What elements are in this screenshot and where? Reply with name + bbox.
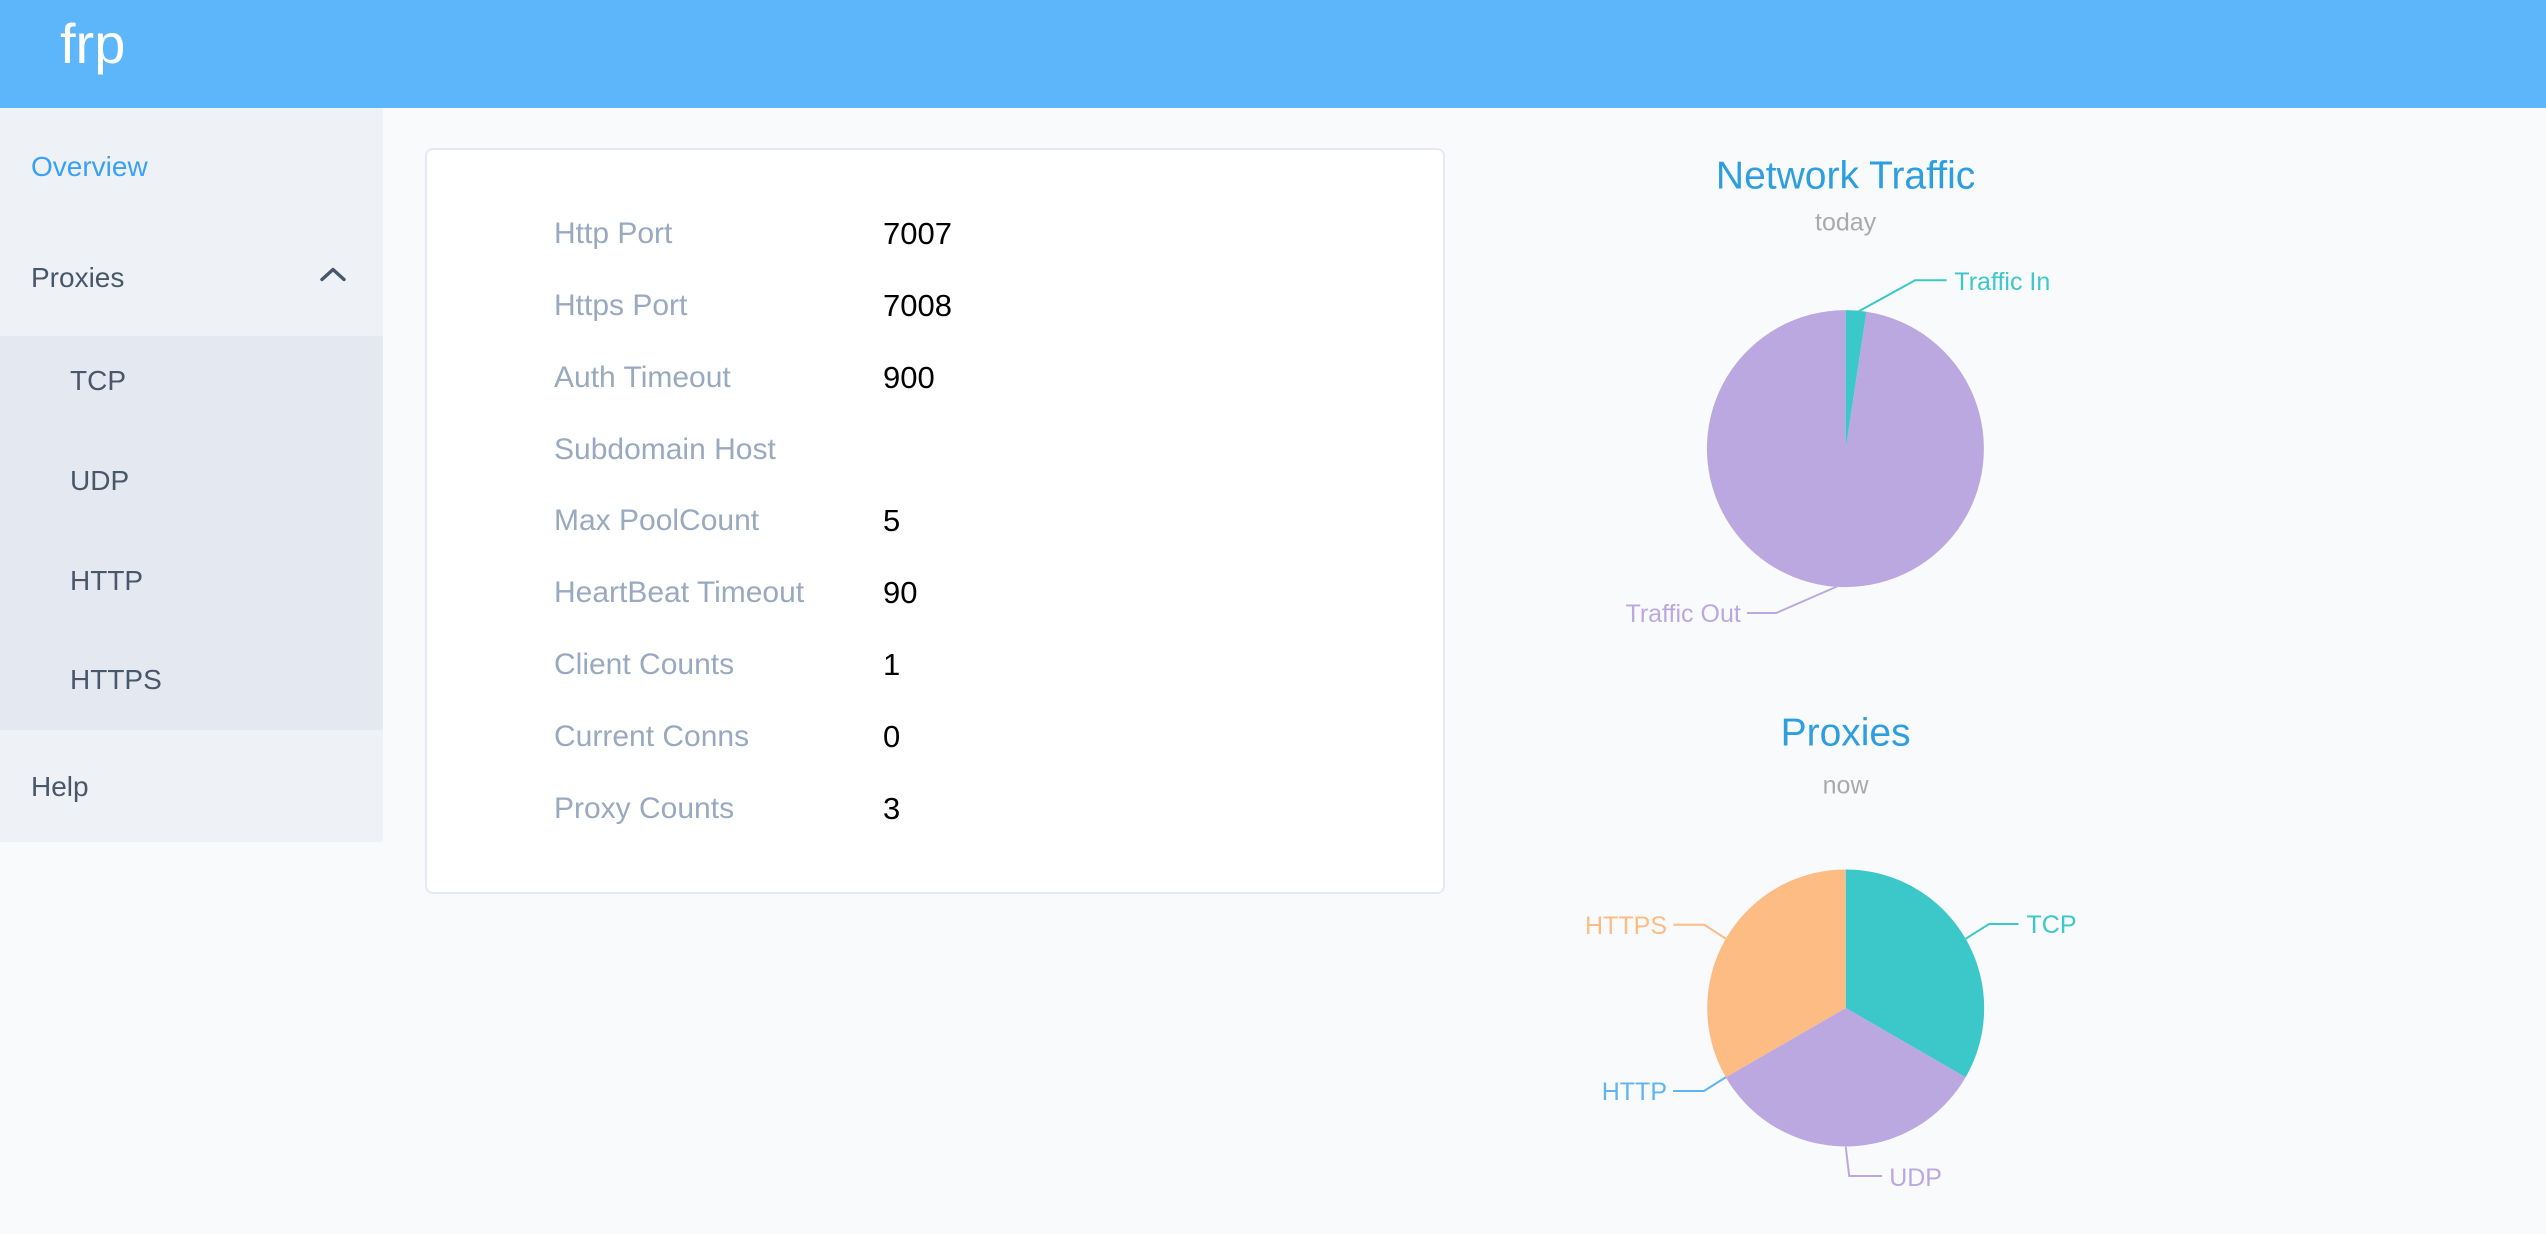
svg-text:UDP: UDP	[1889, 1164, 1942, 1192]
svg-text:today: today	[1815, 209, 1877, 237]
svg-text:now: now	[1823, 772, 1870, 800]
svg-text:TCP: TCP	[2027, 911, 2077, 939]
svg-text:Proxies: Proxies	[1781, 712, 1911, 755]
svg-text:Network Traffic: Network Traffic	[1716, 155, 1975, 198]
svg-text:Traffic In: Traffic In	[1954, 268, 2050, 296]
svg-text:HTTPS: HTTPS	[1585, 912, 1667, 940]
svg-text:HTTP: HTTP	[1602, 1078, 1667, 1106]
svg-text:Traffic Out: Traffic Out	[1625, 600, 1740, 628]
